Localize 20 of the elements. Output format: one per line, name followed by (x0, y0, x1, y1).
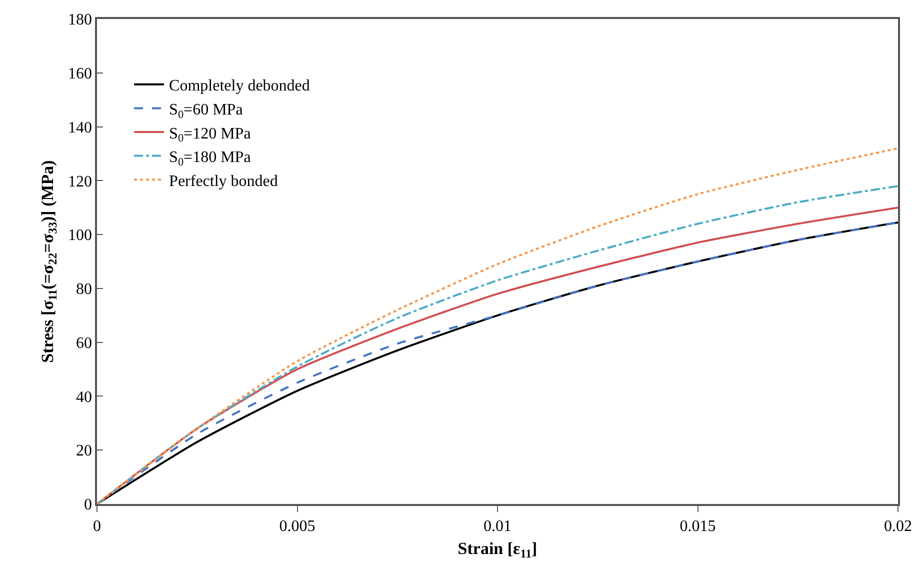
legend-label: S$_{0}$=180 MPa (169, 149, 251, 168)
legend-label: Perfectly bonded (169, 172, 278, 190)
y-tick-label: 140 (68, 119, 92, 136)
y-tick-label: 180 (68, 12, 92, 29)
y-tick-label: 0 (84, 496, 92, 514)
x-tick-label: 0.015 (680, 518, 716, 535)
x-tick-label: 0.005 (279, 518, 316, 535)
legend-label: S$_{0}$=120 MPa (169, 125, 251, 145)
y-tick-label: 40 (76, 388, 92, 406)
y-tick-label: 80 (76, 281, 92, 298)
x-tick-label: 0.01 (484, 518, 512, 535)
legend-label: Completely debonded (169, 78, 310, 95)
legend-label: S$_{0}$=60 MPa (169, 101, 243, 121)
x-tick-label: 0.02 (884, 518, 912, 535)
x-axis-title: Strain [ε$_{11}$] (458, 538, 538, 560)
y-tick-label: 100 (68, 227, 92, 244)
y-tick-label: 20 (76, 442, 92, 460)
y-tick-label: 160 (68, 65, 92, 82)
y-tick-label: 120 (68, 173, 92, 190)
y-tick-label: 60 (76, 334, 92, 352)
